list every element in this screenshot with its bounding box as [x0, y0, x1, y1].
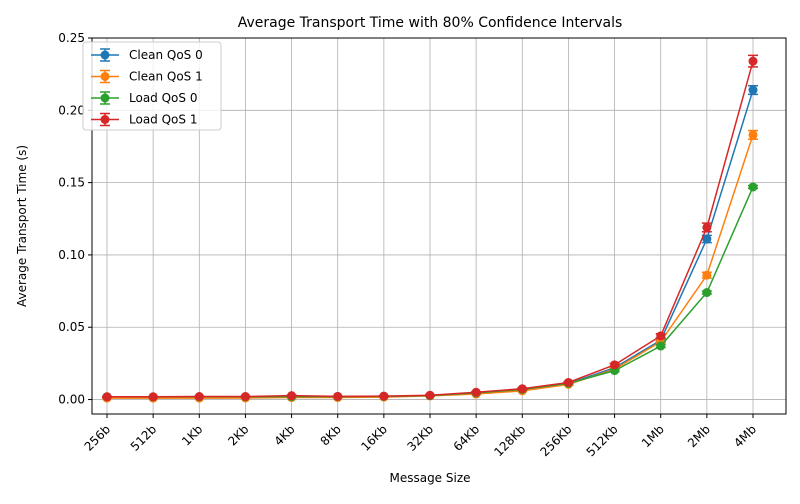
y-tick-label: 0.10 [58, 248, 85, 262]
data-point [610, 360, 620, 370]
legend-marker [100, 72, 110, 81]
y-tick-label: 0.00 [58, 393, 85, 407]
x-tick-label: 512b [128, 422, 159, 453]
series-load-qos-1 [102, 54, 758, 402]
data-point [379, 391, 389, 401]
x-tick-label: 32Kb [404, 422, 436, 454]
x-tick-label: 512Kb [584, 422, 621, 459]
data-point [702, 222, 712, 232]
x-tick-label: 8Kb [318, 422, 344, 448]
legend-entry: Load QoS 1 [91, 113, 197, 127]
legend-label: Load QoS 1 [129, 113, 197, 127]
x-tick-label: 1Mb [639, 422, 667, 450]
data-point [517, 384, 527, 394]
legend: Clean QoS 0 Clean QoS 1 Load QoS 0 Load QoS… [82, 41, 222, 131]
legend-entry: Load QoS 0 [91, 91, 197, 105]
data-point [148, 392, 158, 402]
data-point [240, 392, 250, 402]
data-point [425, 390, 435, 400]
x-tick-label: 2Kb [225, 422, 251, 448]
y-tick-label: 0.05 [58, 320, 85, 334]
x-tick-label: 4Mb [731, 422, 759, 450]
x-tick-label: 64Kb [451, 422, 483, 454]
legend-marker [100, 115, 110, 124]
data-point [563, 377, 573, 387]
data-point [287, 391, 297, 401]
data-point [748, 56, 758, 66]
legend-entry: Clean QoS 0 [91, 48, 203, 62]
data-point [702, 288, 712, 298]
legend-marker [100, 50, 110, 60]
y-tick-label: 0.25 [58, 31, 85, 45]
data-point [748, 130, 758, 140]
legend-label: Clean QoS 0 [129, 48, 203, 62]
x-tick-label: 256Kb [538, 422, 575, 459]
data-point [194, 392, 204, 402]
x-tick-label: 256b [82, 422, 113, 453]
data-point [656, 331, 666, 341]
series-layer [102, 54, 758, 403]
data-point [333, 391, 343, 401]
legend-label: Load QoS 0 [129, 91, 197, 105]
y-tick-label: 0.15 [58, 176, 85, 190]
data-point [471, 387, 481, 397]
x-tick-label: 128Kb [491, 422, 528, 459]
x-tick-label: 16Kb [358, 422, 390, 454]
data-point [748, 85, 758, 95]
x-tick-label: 4Kb [271, 422, 297, 448]
legend-marker [100, 93, 110, 103]
data-point [702, 234, 712, 244]
legend-entry: Clean QoS 1 [91, 70, 203, 84]
data-point [102, 392, 112, 402]
x-tick-label: 2Mb [685, 422, 713, 450]
chart-title: Average Transport Time with 80% Confiden… [238, 15, 623, 31]
y-axis-label: Average Transport Time (s) [15, 145, 29, 307]
data-point [656, 341, 666, 351]
plot-frame [91, 37, 787, 415]
x-tick-label: 1Kb [179, 422, 205, 448]
y-tick-label: 0.20 [58, 103, 85, 117]
legend-box [82, 41, 222, 131]
x-axis-label: Message Size [389, 471, 470, 485]
legend-label: Clean QoS 1 [129, 70, 203, 84]
data-point [702, 270, 712, 280]
data-point [748, 182, 758, 192]
